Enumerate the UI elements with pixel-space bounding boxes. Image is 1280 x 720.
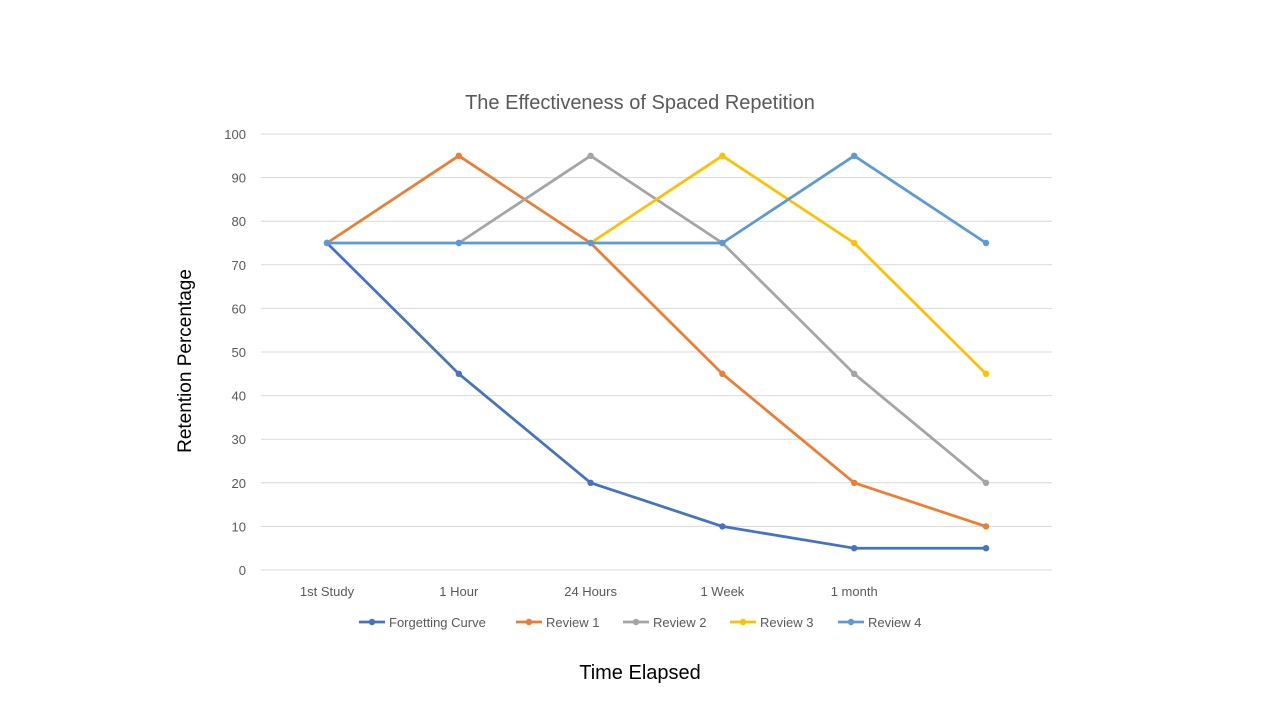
series-4 [323,152,990,247]
legend-marker [368,618,376,626]
y-tick-label: 60 [232,301,246,316]
series-1 [323,152,990,530]
data-point [455,152,462,159]
x-tick-label: 24 Hours [564,584,617,599]
data-point [587,152,594,159]
y-axis-title: Retention Percentage [175,269,196,453]
legend-label: Review 3 [760,615,813,630]
data-point [455,239,462,247]
y-tick-label: 40 [232,389,246,404]
y-tick-label: 80 [232,214,246,229]
data-point [719,152,726,159]
data-point [851,479,858,486]
data-point [982,545,990,552]
legend-marker [632,618,640,626]
legend-item: Review 3 [730,615,813,630]
y-tick-label: 100 [224,127,246,142]
legend-item: Forgetting Curve [359,615,486,630]
legend-label: Forgetting Curve [389,615,486,630]
data-point [982,239,990,247]
legend-label: Review 4 [868,615,921,630]
series-line [326,154,987,528]
data-point [323,239,331,247]
data-point [982,479,990,486]
x-tick-label: 1st Study [300,584,355,599]
legend-item: Review 4 [838,615,921,630]
data-point [851,545,858,552]
series-group [323,152,990,552]
legend-label: Review 2 [653,615,706,630]
x-tick-label: 1 Hour [439,584,479,599]
legend: Forgetting Curve Review 1 Review 2 Review 3… [359,615,921,630]
data-point [982,523,990,530]
x-axis-ticks: 1st Study 1 Hour 24 Hours 1 Week 1 month [300,584,878,599]
x-tick-label: 1 month [831,584,878,599]
y-tick-label: 90 [232,171,246,186]
chart-title: The Effectiveness of Spaced Repetition [465,92,815,114]
x-axis-title: Time Elapsed [579,662,701,684]
y-tick-label: 0 [239,563,246,578]
legend-marker [739,618,747,626]
series-line [326,242,986,550]
series-line [458,154,987,484]
y-tick-label: 30 [232,432,246,447]
y-tick-label: 50 [232,345,246,360]
legend-label: Review 1 [546,615,599,630]
y-tick-label: 20 [232,476,246,491]
legend-item: Review 1 [516,615,599,630]
legend-item: Review 2 [623,615,706,630]
data-point [851,370,858,377]
data-point [587,479,594,486]
data-point [587,239,594,247]
legend-marker [525,618,533,626]
y-tick-label: 70 [232,258,246,273]
legend-marker [847,618,855,626]
data-point [719,239,726,247]
x-tick-label: 1 Week [700,584,744,599]
data-point [455,370,462,377]
data-point [719,523,726,530]
data-point [982,370,990,377]
data-point [851,152,858,159]
data-point [719,370,726,377]
data-point [851,239,858,247]
y-axis-ticks: 0 10 20 30 40 50 60 70 80 90 100 [224,127,246,578]
series-line [327,154,987,245]
y-tick-label: 10 [232,519,246,534]
